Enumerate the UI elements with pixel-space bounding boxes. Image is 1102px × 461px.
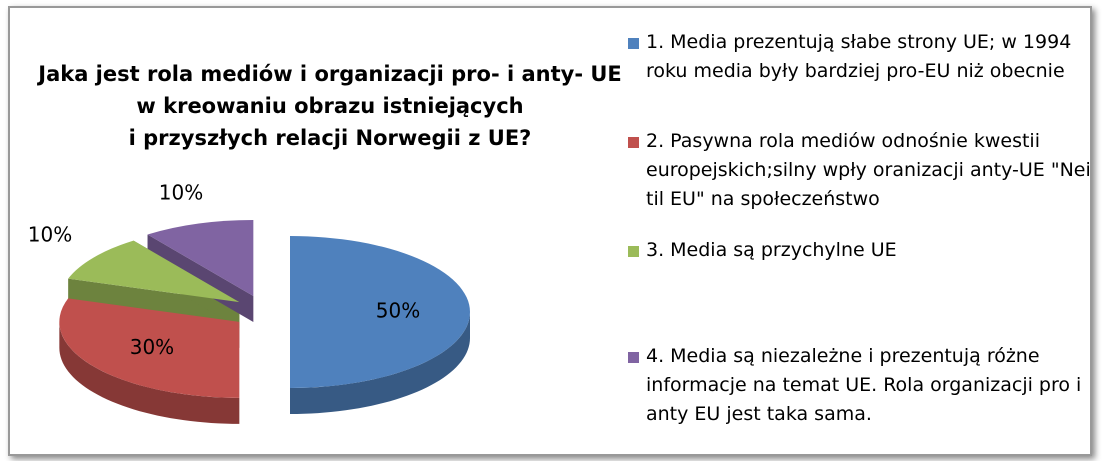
pie-slice [147, 220, 254, 297]
legend-label: 3. Media są przychylne UE [646, 239, 897, 261]
legend-label: 1. Media prezentują słabe strony UE; w 1… [646, 31, 1072, 82]
data-label: 10% [28, 223, 72, 247]
data-label: 10% [159, 181, 203, 205]
legend-item: 3. Media są przychylne UE [628, 236, 1102, 265]
chart-title: Jaka jest rola mediów i organizacji pro-… [20, 58, 640, 154]
data-label: 30% [130, 335, 174, 359]
legend-swatch [628, 246, 639, 257]
pie-slice [290, 236, 470, 388]
legend-swatch [628, 352, 639, 363]
legend-swatch [628, 38, 639, 49]
slice-side [68, 278, 240, 329]
legend-item: 1. Media prezentują słabe strony UE; w 1… [628, 28, 1102, 86]
pie-slice [68, 240, 240, 303]
legend-item: 4. Media są niezależne i prezentują różn… [628, 342, 1102, 429]
title-line: w kreowaniu obrazu istniejących [136, 94, 524, 118]
title-line: i przyszłych relacji Norwegii z UE? [128, 126, 532, 150]
slice-wall [290, 312, 470, 414]
title-line: Jaka jest rola mediów i organizacji pro-… [38, 62, 622, 86]
legend-swatch [628, 137, 639, 148]
legend-label: 4. Media są niezależne i prezentują różn… [646, 345, 1082, 425]
legend-item: 2. Pasywna rola mediów odnośnie kwestii … [628, 127, 1102, 214]
slice-wall [59, 321, 240, 424]
legend-label: 2. Pasywna rola mediów odnośnie kwestii … [646, 130, 1091, 210]
data-label: 50% [376, 299, 420, 323]
pie-slice [59, 298, 240, 398]
